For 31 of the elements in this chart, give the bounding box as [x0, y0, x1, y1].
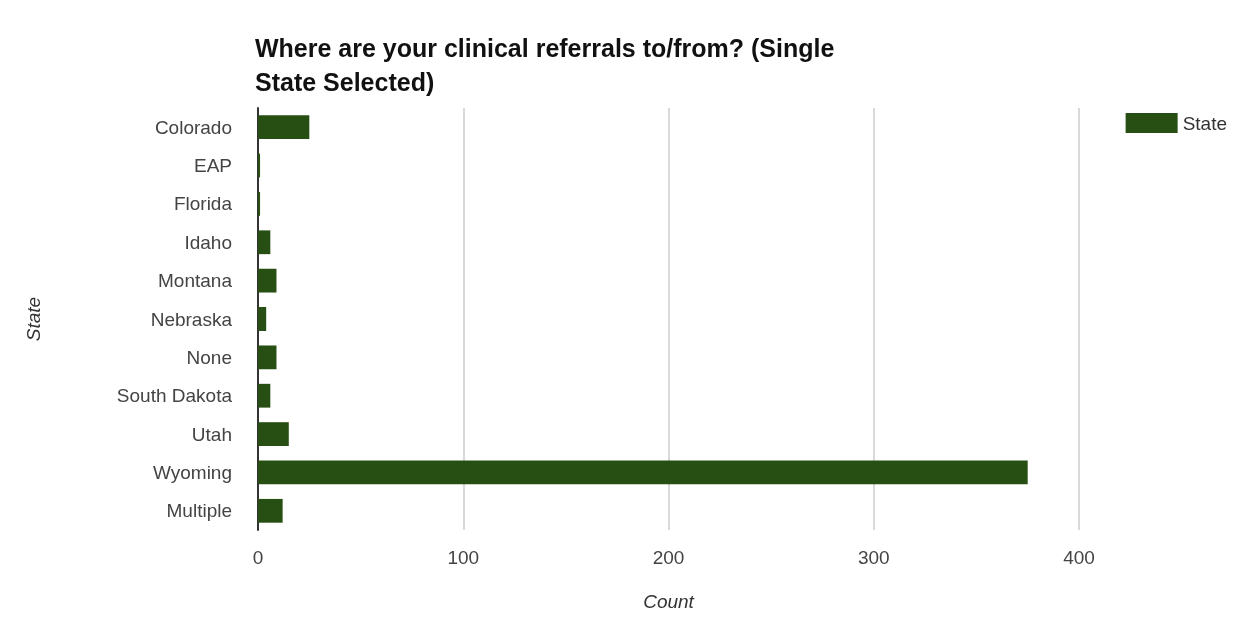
y-tick-label: Colorado — [154, 116, 232, 138]
chart-title: Where are your clinical referrals to/from? (Single State Selected) — [255, 34, 835, 96]
y-tick-label: Wyoming — [152, 461, 232, 483]
x-tick-label: 200 — [652, 547, 685, 568]
bar — [258, 192, 261, 216]
y-tick-label: EAP — [193, 155, 232, 177]
x-tick-label: 300 — [857, 547, 890, 568]
bar — [258, 498, 283, 523]
bar — [258, 383, 271, 408]
y-tick-label: Idaho — [184, 231, 232, 253]
legend-label: State — [1182, 112, 1228, 134]
y-tick-label: None — [186, 346, 232, 368]
bar — [258, 115, 310, 140]
bar — [258, 153, 261, 178]
y-tick-label: Nebraska — [150, 308, 233, 330]
y-tick-label: Florida — [173, 193, 233, 215]
bar — [258, 422, 289, 446]
bar — [258, 460, 1028, 485]
x-tick-label: 400 — [1063, 547, 1095, 568]
y-axis-title: State — [23, 296, 44, 342]
x-axis-title: Count — [643, 591, 695, 612]
bar — [258, 268, 277, 293]
y-tick-label: Utah — [191, 423, 232, 445]
bar — [258, 230, 271, 255]
bar — [258, 345, 277, 370]
x-tick-label: 100 — [447, 547, 480, 568]
y-tick-label: Multiple — [166, 500, 232, 522]
y-tick-label: Montana — [158, 270, 233, 292]
bar — [258, 307, 267, 331]
y-tick-label: South Dakota — [116, 385, 233, 407]
x-tick-label: 0 — [252, 547, 264, 568]
